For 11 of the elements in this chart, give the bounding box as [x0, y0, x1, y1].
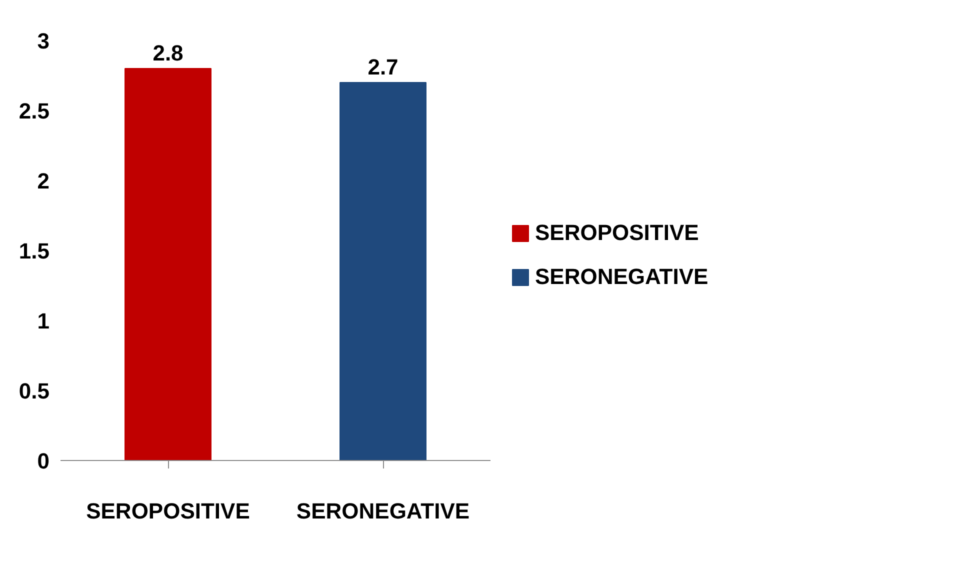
- y-tick-label: 1: [37, 308, 50, 334]
- y-tick-label: 0.5: [18, 378, 50, 404]
- y-tick-label: 3: [37, 28, 50, 54]
- legend-label: SERONEGATIVE: [535, 264, 708, 290]
- y-tick-label: 2.5: [18, 98, 50, 124]
- y-tick-label: 1.5: [18, 238, 50, 264]
- data-label: 2.8: [152, 40, 184, 66]
- y-tick-label: 0: [37, 448, 50, 474]
- data-label: 2.7: [368, 54, 398, 80]
- y-tick-label: 2: [37, 168, 50, 194]
- legend-label: SEROPOSITIVE: [535, 220, 699, 246]
